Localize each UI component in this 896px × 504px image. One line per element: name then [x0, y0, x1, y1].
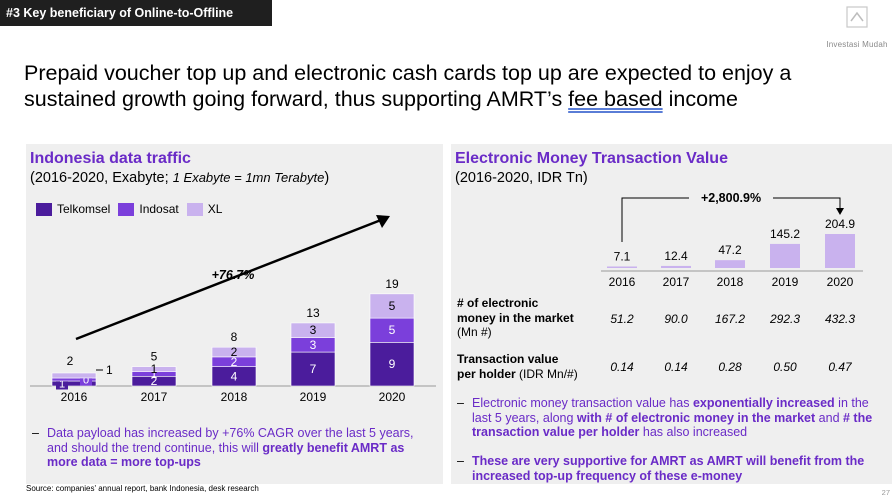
bar-telkomsel-2019 [290, 351, 336, 387]
growth-bracket-left [621, 197, 689, 242]
emt-value-2016: 7.1 [614, 250, 631, 264]
emt-tick-2018: 2018 [717, 275, 744, 289]
panel-title: Electronic Money Transaction Value [455, 150, 728, 167]
x-tick-2020: 2020 [379, 390, 406, 404]
table-cell: 90.0 [664, 312, 688, 326]
right-bullet-1: – Electronic money transaction value has… [457, 396, 873, 439]
bar-label-xl-2018: 2 [231, 345, 238, 359]
section-tag: #3 Key beneficiary of Online-to-Offline [0, 0, 272, 26]
page-headline: Prepaid voucher top up and electronic ca… [24, 61, 792, 111]
growth-arrow-head [376, 215, 390, 228]
brand-logo: Investasi Mudah [822, 6, 892, 52]
x-tick-2019: 2019 [300, 390, 327, 404]
x-tick-2018: 2018 [221, 390, 248, 404]
page-number: 27 [881, 488, 890, 497]
emt-bar-2016 [607, 266, 637, 268]
row-label-value-per-holder: Transaction value per holder (IDR Mn/#) [457, 352, 578, 381]
emt-growth-label: +2,800.9% [701, 191, 761, 205]
bar-label-indosat-2019: 3 [310, 338, 317, 352]
legend-item-indosat: Indosat [118, 202, 179, 216]
growth-bracket-arrow [836, 208, 844, 215]
bar-xl-2017 [131, 366, 177, 372]
bar-xl-2020 [369, 293, 415, 319]
bar-label-xl-2020: 5 [389, 299, 396, 313]
legend-item-telkomsel: Telkomsel [36, 202, 110, 216]
growth-label: +76.7% [212, 268, 255, 282]
growth-bracket-right [773, 197, 841, 209]
left-bullet: – Data payload has increased by +76% CAG… [32, 426, 414, 469]
table-cell: 0.14 [610, 360, 634, 374]
emt-bar-2019 [770, 243, 800, 268]
outside-label-2016: 1 [106, 363, 113, 377]
table-cell: 51.2 [610, 312, 634, 326]
bar-label-telkomsel-2020: 9 [389, 357, 396, 371]
emoney-chart: 7.1 2016 12.4 2017 47.2 2018 145.2 2019 204.9 202… [601, 191, 863, 289]
source-note: Source: companies' annual report, bank I… [26, 484, 259, 493]
emt-value-2018: 47.2 [718, 243, 742, 257]
right-bullet-2: – These are very supportive for AMRT as … [457, 454, 865, 483]
emt-bar-2017 [661, 265, 691, 268]
logo-icon [846, 6, 868, 28]
x-tick-2016: 2016 [61, 390, 88, 404]
bar-label-telkomsel-2018: 4 [231, 369, 238, 383]
panel-title: Indonesia data traffic [30, 150, 191, 167]
emt-bar-2018 [715, 260, 745, 268]
bar-label-xl-2019: 3 [310, 323, 317, 337]
total-label-2016: 2 [67, 354, 74, 368]
emt-value-2017: 12.4 [664, 249, 688, 263]
table-cell: 0.28 [718, 360, 742, 374]
emt-tick-2019: 2019 [772, 275, 799, 289]
emt-tick-2016: 2016 [609, 275, 636, 289]
emoney-panel: Electronic Money Transaction Value (2016… [451, 144, 892, 484]
x-tick-2017: 2017 [141, 390, 168, 404]
total-label-2017: 5 [151, 350, 158, 364]
logo-text: Investasi Mudah [826, 40, 888, 49]
bar-label-xl-2017: 1 [151, 362, 158, 376]
bar-xl-2016 [51, 372, 97, 379]
panel-subtitle: (2016-2020, Exabyte; 1 Exabyte = 1mn Ter… [30, 170, 330, 186]
bar-label-telkomsel-2019: 7 [310, 362, 317, 376]
legend-item-xl: XL [186, 202, 222, 216]
bar-label-indosat-2016: 0 [83, 375, 89, 387]
bar-label-indosat-2017: 1 [151, 367, 158, 381]
data-traffic-chart: 1 022016211520174228201873313201995519202… [30, 215, 436, 404]
bar-label-indosat-2018: 2 [231, 355, 238, 369]
total-label-2019: 13 [306, 306, 320, 320]
bar-label-indosat-2020: 5 [389, 323, 396, 337]
bar-indosat-2020 [369, 317, 415, 343]
bar-xl-2018 [211, 346, 257, 358]
chart-legend: Telkomsel Indosat XL [36, 202, 230, 216]
bar-label-telkomsel-2016: 1 [59, 379, 65, 391]
emt-tick-2020: 2020 [827, 275, 854, 289]
growth-arrow-line [75, 218, 382, 341]
total-label-2020: 19 [385, 277, 399, 291]
bar-xl-2019 [290, 322, 336, 338]
emt-value-2019: 145.2 [770, 227, 800, 241]
bar-label-telkomsel-2017: 2 [151, 374, 158, 388]
table-cell: 432.3 [824, 312, 856, 326]
total-label-2018: 8 [231, 330, 238, 344]
bar-telkomsel-2020 [369, 342, 415, 387]
table-cell: 292.3 [769, 312, 801, 326]
emt-value-2020: 204.9 [825, 217, 855, 231]
row-label-emoney-count: # of electronic money in the market (Mn … [457, 296, 574, 339]
table-cell: 0.14 [664, 360, 688, 374]
table-cell: 0.50 [773, 360, 797, 374]
panel-subtitle: (2016-2020, IDR Tn) [455, 170, 588, 186]
table-cell: 167.2 [714, 312, 746, 326]
emt-tick-2017: 2017 [663, 275, 690, 289]
emt-bar-2020 [825, 234, 855, 268]
data-traffic-panel: Indonesia data traffic (2016-2020, Exaby… [26, 144, 443, 484]
table-cell: 0.47 [828, 360, 852, 374]
